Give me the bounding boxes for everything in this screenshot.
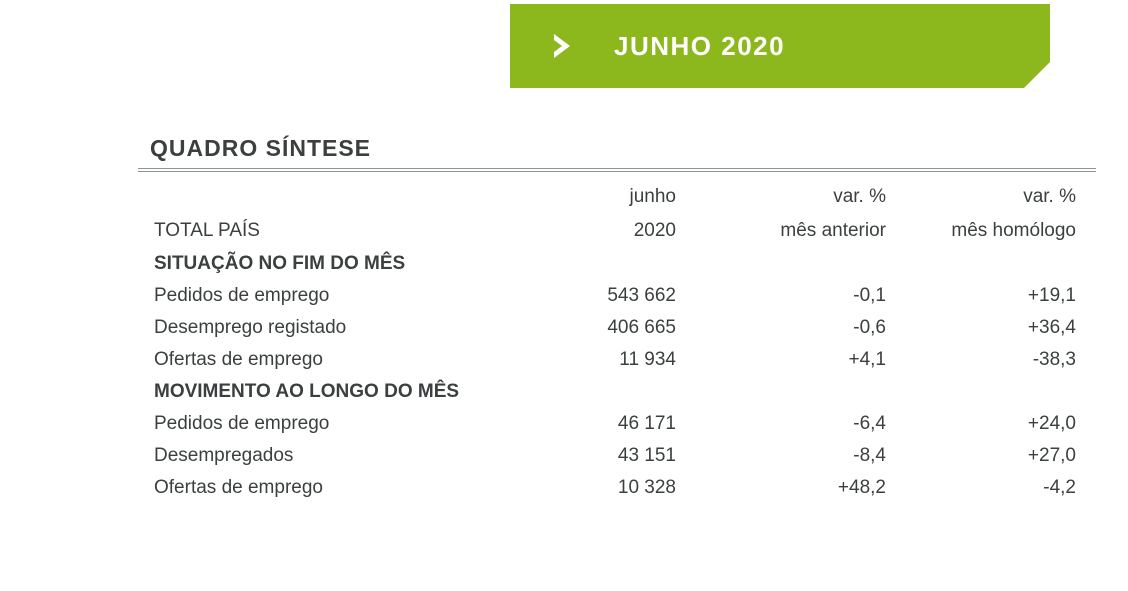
row-value: 10 328: [510, 472, 680, 504]
row-varhom: -38,3: [890, 344, 1080, 376]
row-value: 46 171: [510, 408, 680, 440]
month-banner: JUNHO 2020: [510, 4, 1050, 88]
section-title: QUADRO SÍNTESE: [150, 135, 371, 162]
col-period-top: junho: [510, 180, 680, 214]
row-varhom: +27,0: [890, 440, 1080, 472]
row-varhom: +24,0: [890, 408, 1080, 440]
row-label: Ofertas de emprego: [150, 472, 510, 504]
col-varprev-top: var. %: [680, 180, 890, 214]
table-header: junho var. % var. % TOTAL PAÍS 2020 mês …: [150, 180, 1080, 248]
col-varhom-top: var. %: [890, 180, 1080, 214]
table-row: Pedidos de emprego 46 171 -6,4 +24,0: [150, 408, 1080, 440]
row-varprev: -6,4: [680, 408, 890, 440]
table-row: Desempregados 43 151 -8,4 +27,0: [150, 440, 1080, 472]
group-heading: MOVIMENTO AO LONGO DO MÊS: [150, 376, 1080, 408]
chevron-right-icon: [550, 32, 574, 60]
row-varhom: +19,1: [890, 280, 1080, 312]
row-varprev: -0,1: [680, 280, 890, 312]
group-heading: SITUAÇÃO NO FIM DO MÊS: [150, 248, 1080, 280]
row-varprev: -0,6: [680, 312, 890, 344]
row-varprev: +4,1: [680, 344, 890, 376]
row-varprev: +48,2: [680, 472, 890, 504]
row-label: Pedidos de emprego: [150, 280, 510, 312]
row-label: Desemprego registado: [150, 312, 510, 344]
row-value: 43 151: [510, 440, 680, 472]
row-label: Desempregados: [150, 440, 510, 472]
table-row: Desemprego registado 406 665 -0,6 +36,4: [150, 312, 1080, 344]
table-row: Pedidos de emprego 543 662 -0,1 +19,1: [150, 280, 1080, 312]
row-value: 11 934: [510, 344, 680, 376]
col-scope: TOTAL PAÍS: [150, 214, 510, 248]
row-label: Ofertas de emprego: [150, 344, 510, 376]
table-row: Ofertas de emprego 11 934 +4,1 -38,3: [150, 344, 1080, 376]
banner-label: JUNHO 2020: [614, 31, 785, 62]
row-label: Pedidos de emprego: [150, 408, 510, 440]
row-varprev: -8,4: [680, 440, 890, 472]
col-varhom-bottom: mês homólogo: [890, 214, 1080, 248]
row-varhom: -4,2: [890, 472, 1080, 504]
col-varprev-bottom: mês anterior: [680, 214, 890, 248]
section-rule: [138, 168, 1096, 172]
table-row: Ofertas de emprego 10 328 +48,2 -4,2: [150, 472, 1080, 504]
row-varhom: +36,4: [890, 312, 1080, 344]
row-value: 406 665: [510, 312, 680, 344]
summary-table: junho var. % var. % TOTAL PAÍS 2020 mês …: [150, 180, 1080, 504]
col-period-bottom: 2020: [510, 214, 680, 248]
row-value: 543 662: [510, 280, 680, 312]
